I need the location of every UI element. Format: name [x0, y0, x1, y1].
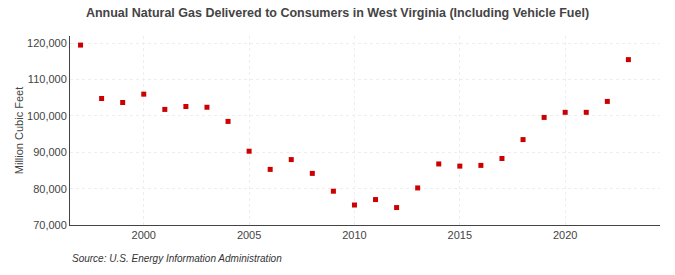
svg-text:Source: U.S. Energy Informatio: Source: U.S. Energy Information Administ… [72, 253, 282, 264]
svg-text:2000: 2000 [132, 229, 156, 241]
svg-text:Annual Natural Gas Delivered t: Annual Natural Gas Delivered to Consumer… [86, 6, 589, 20]
svg-text:110,000: 110,000 [28, 73, 67, 85]
svg-text:Million Cubic Feet: Million Cubic Feet [13, 87, 25, 174]
svg-text:90,000: 90,000 [33, 146, 67, 158]
svg-text:2010: 2010 [342, 229, 366, 241]
svg-text:120,000: 120,000 [27, 37, 67, 49]
svg-text:80,000: 80,000 [33, 183, 67, 195]
svg-text:2005: 2005 [237, 229, 261, 241]
svg-text:2020: 2020 [553, 229, 577, 241]
svg-text:2015: 2015 [448, 229, 472, 241]
svg-text:100,000: 100,000 [27, 110, 67, 122]
svg-text:70,000: 70,000 [33, 219, 67, 231]
